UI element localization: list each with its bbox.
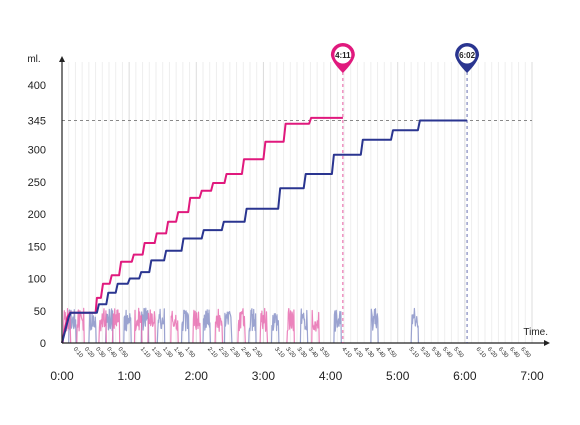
x-tick-label-minor: 4:30	[363, 346, 376, 359]
x-tick-label-minor: 6:10	[475, 346, 488, 359]
axes	[59, 56, 550, 346]
x-tick-label-minor: 6:30	[497, 346, 510, 359]
flow-burst-pink	[259, 307, 269, 344]
series-group	[61, 116, 468, 344]
y-tick-label: 100	[28, 274, 46, 286]
x-tick-label-minor: 3:30	[295, 346, 308, 359]
flow-burst-blue	[270, 313, 280, 344]
x-tick-label-minor: 0:30	[94, 346, 107, 359]
x-tick-label-minor: 5:50	[452, 346, 465, 359]
marker-pin-center	[334, 46, 352, 64]
y-tick-label: 150	[28, 241, 46, 253]
flow-burst-blue	[180, 309, 190, 344]
x-tick-label-minor: 1:40	[172, 346, 185, 359]
y-tick-label: 345	[28, 115, 46, 127]
series-line-blue	[61, 119, 468, 344]
x-tick-label-major: 6:00	[453, 369, 477, 383]
x-tick-label-major: 3:00	[252, 369, 276, 383]
flow-burst-blue	[299, 308, 309, 344]
x-tick-label-minor: 0:50	[116, 346, 129, 359]
marker-label: 4:11	[335, 51, 351, 60]
flow-burst-pink	[111, 308, 121, 344]
y-axis-label: ml.	[27, 54, 40, 65]
flow-burst-blue	[333, 309, 342, 344]
x-tick-label-minor: 6:20	[486, 346, 499, 359]
x-tick-label-minor: 0:40	[105, 346, 118, 359]
flow-burst-blue	[410, 307, 420, 344]
x-tick-label-minor: 4:50	[385, 346, 398, 359]
flow-burst-blue	[140, 307, 150, 344]
x-tick-label-minor: 2:20	[217, 346, 230, 359]
x-tick-label-major: 5:00	[386, 369, 410, 383]
flow-burst-blue	[370, 308, 379, 344]
y-tick-label: 200	[28, 209, 46, 221]
flow-burst-pink	[237, 308, 246, 344]
y-tick-label: 50	[34, 306, 46, 318]
x-tick-label-minor: 0:10	[72, 346, 85, 359]
x-tick-label-minor: 0:20	[83, 346, 96, 359]
x-tick-label-minor: 1:20	[150, 346, 163, 359]
y-tick-label: 300	[28, 145, 46, 157]
x-tick-label-major: 1:00	[117, 369, 141, 383]
y-axis-arrow-icon	[59, 56, 65, 62]
x-tick-label-minor: 3:40	[307, 346, 320, 359]
x-tick-label-minor: 1:10	[139, 346, 152, 359]
flow-burst-blue	[248, 308, 257, 344]
series-line-pink	[61, 116, 343, 344]
x-tick-label-minor: 1:30	[161, 346, 174, 359]
flow-burst-group	[62, 307, 420, 344]
x-axis-label: Time.	[523, 327, 548, 338]
x-tick-label-minor: 4:20	[351, 346, 364, 359]
x-tick-label-minor: 1:50	[184, 346, 197, 359]
flow-burst-blue	[156, 308, 166, 344]
flow-burst-blue	[105, 308, 114, 344]
flow-burst-pink	[192, 309, 201, 344]
x-tick-label-minor: 2:50	[251, 346, 264, 359]
x-tick-label-minor: 4:40	[374, 346, 387, 359]
flow-burst-pink	[98, 308, 107, 344]
x-tick-label-minor: 3:10	[273, 346, 286, 359]
marker-label: 6:02	[459, 51, 476, 60]
flow-burst-pink	[286, 308, 295, 344]
x-axis-arrow-icon	[544, 340, 550, 346]
x-tick-label-major: 7:00	[520, 369, 544, 383]
x-tick-label-minor: 5:20	[419, 346, 432, 359]
x-tick-label-major: 2:00	[185, 369, 209, 383]
flow-burst-pink	[133, 307, 143, 344]
x-tick-label-minor: 5:30	[430, 346, 443, 359]
x-tick-label-minor: 6:50	[519, 346, 532, 359]
flow-burst-pink	[76, 307, 85, 344]
x-tick-label-minor: 2:10	[206, 346, 219, 359]
flow-burst-pink	[170, 310, 179, 344]
flow-burst-pink	[311, 309, 320, 344]
x-tick-label-minor: 3:20	[284, 346, 297, 359]
x-tick-label-minor: 5:40	[441, 346, 454, 359]
flow-burst-blue	[223, 311, 233, 344]
flow-burst-pink	[147, 309, 156, 344]
vertical-grid	[68, 62, 533, 343]
flow-burst-pink	[214, 308, 224, 344]
x-tick-label-minor: 2:40	[240, 346, 253, 359]
x-tick-label-minor: 4:10	[340, 346, 353, 359]
marker-pin-center	[458, 46, 476, 64]
x-tick-label-major: 0:00	[50, 369, 74, 383]
time-markers: 4:11 6:02	[330, 43, 480, 343]
x-tick-label-minor: 2:30	[228, 346, 241, 359]
flow-burst-blue	[123, 309, 132, 344]
y-tick-label: 400	[28, 80, 46, 92]
x-tick-label-major: 4:00	[319, 369, 343, 383]
x-tick-label-minor: 6:40	[508, 346, 521, 359]
y-tick-label: 0	[40, 338, 46, 350]
flow-burst-blue	[202, 309, 211, 344]
x-tick-label-minor: 5:10	[407, 346, 420, 359]
x-tick-label-minor: 3:50	[318, 346, 331, 359]
y-tick-label: 250	[28, 177, 46, 189]
